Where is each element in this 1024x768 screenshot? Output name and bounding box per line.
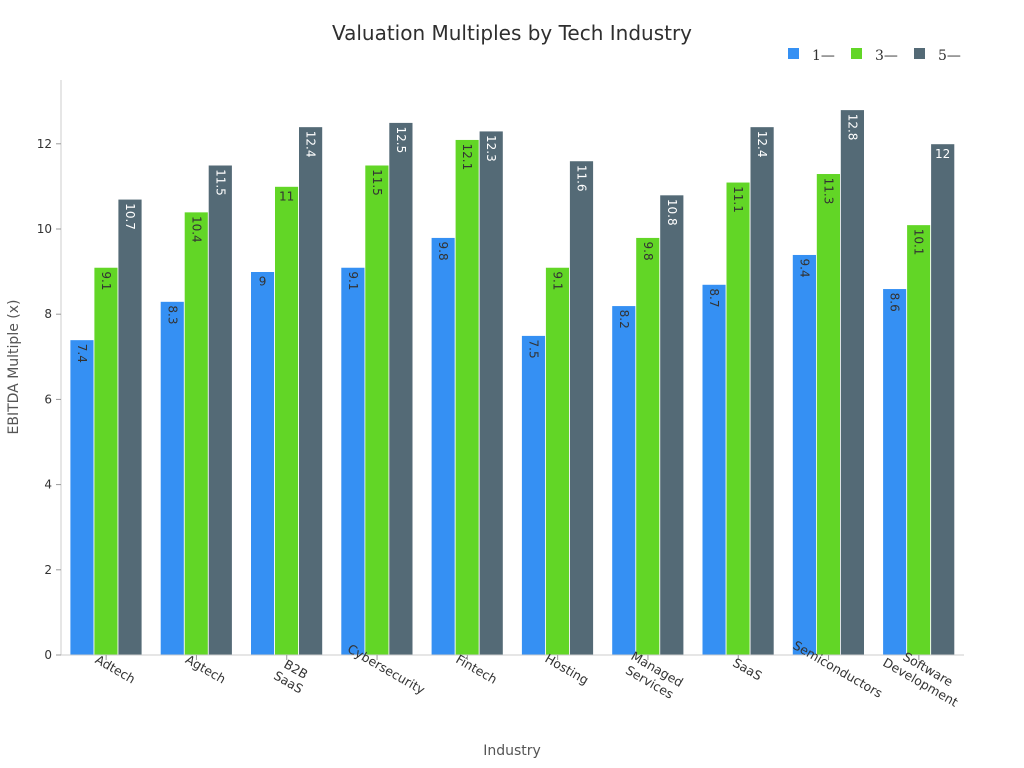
x-tick-label: ManagedServices [621, 648, 686, 703]
data-label: 9.1 [346, 271, 360, 290]
bar-group: 9.1 11.5 12.5 [340, 122, 414, 656]
bar-group: 7.4 9.1 10.7 [69, 198, 143, 656]
bar [611, 305, 637, 656]
bar [183, 211, 209, 656]
data-label: 12.4 [304, 131, 318, 158]
bar [930, 143, 956, 656]
y-tick-label: 2 [44, 563, 52, 577]
x-axis-title: Industry [483, 743, 541, 759]
bar [521, 335, 546, 656]
x-tick-label: Fintech [453, 651, 500, 687]
x-tick-label: SaaS [730, 655, 765, 684]
bar-group: 8.6 10.1 12 [882, 143, 956, 656]
y-axis: 0 2 4 6 8 10 12 [37, 80, 62, 662]
data-label: 11.6 [575, 165, 589, 192]
bar [749, 126, 775, 656]
bar [159, 301, 185, 656]
data-label: 7.5 [527, 340, 541, 359]
data-label: 11.5 [370, 169, 384, 196]
data-label: 11 [279, 189, 294, 203]
chart-title: Valuation Multiples by Tech Industry [332, 21, 692, 45]
legend: 1— 3— 5— [788, 48, 961, 64]
data-label: 9.8 [641, 242, 655, 261]
data-label: 10.7 [123, 203, 137, 230]
data-label: 11.1 [731, 186, 745, 213]
bar-group: 8.2 9.8 10.8 [611, 194, 685, 656]
legend-label: 1— [812, 48, 835, 64]
y-tick-label: 12 [37, 137, 52, 151]
bar-group: 8.3 10.4 11.5 [159, 164, 233, 656]
bar [93, 266, 119, 656]
legend-swatch [851, 48, 862, 59]
bar [340, 266, 366, 656]
legend-label: 5— [938, 48, 961, 64]
bar [207, 164, 233, 656]
x-tick-label: Adtech [93, 652, 138, 687]
bar [792, 254, 817, 656]
data-label: 7.4 [75, 344, 89, 363]
bar [117, 198, 143, 656]
x-tick-label: B2BSaaS [271, 655, 313, 697]
legend-label: 3— [875, 48, 898, 64]
data-label: 12 [935, 147, 950, 161]
bar-group: 9.8 12.1 12.3 [430, 130, 504, 656]
bar [816, 173, 841, 656]
bar [701, 283, 727, 656]
data-label: 12.1 [460, 144, 474, 171]
bar [882, 288, 908, 656]
data-label: 9.4 [797, 259, 811, 278]
y-tick-label: 10 [37, 222, 52, 236]
legend-swatch [788, 48, 799, 59]
data-label: 8.3 [165, 305, 179, 324]
bar [569, 160, 594, 656]
y-tick-label: 6 [44, 392, 52, 406]
data-label: 8.2 [617, 310, 631, 329]
data-label: 9.1 [99, 271, 113, 290]
data-label: 9 [259, 275, 267, 289]
data-label: 9.1 [551, 271, 565, 290]
data-label: 8.7 [707, 288, 721, 307]
y-axis-title: EBITDA Multiple (x) [6, 300, 22, 435]
y-tick-label: 4 [44, 478, 52, 492]
bar [545, 266, 570, 656]
data-label: 12.3 [484, 135, 498, 162]
bar-group: 8.7 11.1 12.4 [701, 126, 775, 656]
data-label: 11.3 [821, 178, 835, 205]
bar [430, 237, 456, 656]
bar [250, 271, 276, 656]
y-tick-label: 0 [44, 648, 52, 662]
bar [388, 122, 414, 656]
bars-group: 7.49.110.78.310.411.591112.49.111.512.59… [69, 109, 956, 656]
bar [454, 139, 480, 656]
data-label: 9.8 [436, 242, 450, 261]
bar [274, 185, 300, 656]
x-tick-label: Agtech [183, 652, 228, 687]
legend-swatch [914, 48, 925, 59]
bar [840, 109, 865, 656]
bar [725, 181, 751, 656]
data-label: 12.5 [394, 127, 408, 154]
data-label: 8.6 [888, 293, 902, 312]
bar-group: 9 11 12.4 [250, 126, 324, 656]
y-tick-label: 8 [44, 307, 52, 321]
data-label: 12.4 [755, 131, 769, 158]
bar [906, 224, 932, 656]
x-tick-label: Hosting [542, 651, 591, 688]
bar [478, 130, 504, 656]
bar [298, 126, 324, 656]
data-label: 12.8 [845, 114, 859, 141]
data-label: 10.1 [912, 229, 926, 256]
data-label: 10.4 [189, 216, 203, 243]
data-label: 10.8 [665, 199, 679, 226]
bar [364, 164, 390, 656]
bar [635, 237, 661, 656]
bar-group: 7.5 9.1 11.6 [521, 160, 594, 656]
bar [69, 339, 95, 656]
data-label: 11.5 [213, 169, 227, 196]
bar [659, 194, 685, 656]
bar-group: 9.4 11.3 12.8 [792, 109, 865, 656]
